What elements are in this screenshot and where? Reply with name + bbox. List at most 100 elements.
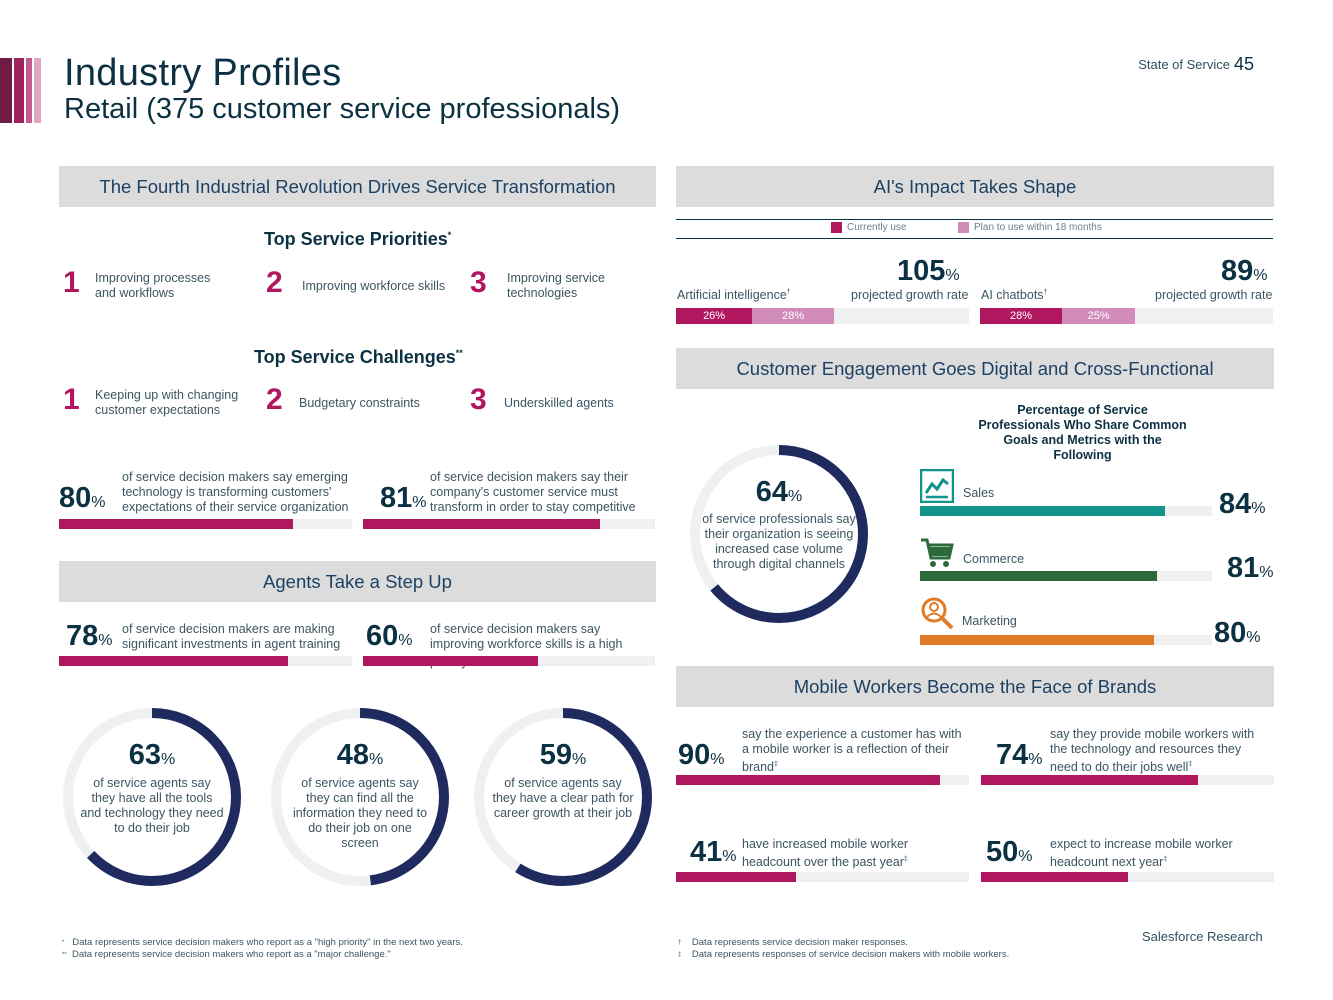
stripe-4	[34, 58, 41, 123]
ai-growth-number: 105%	[897, 255, 960, 287]
priority-text: Improving service technologies	[507, 271, 605, 300]
chart-title: Percentage of Service Professionals Who …	[978, 403, 1187, 462]
stat-bar-fill	[981, 775, 1198, 785]
footnote: * Data represents service decision maker…	[62, 937, 463, 948]
stat-bar	[363, 656, 655, 666]
donut-arc	[63, 708, 241, 886]
challenge-rank: 2	[266, 383, 283, 416]
stat-bar	[981, 775, 1274, 785]
stat-bar-fill	[59, 656, 288, 666]
stat-number: 74%	[996, 739, 1043, 771]
page-title: Industry Profiles	[64, 52, 342, 94]
donut-text: of service agents say they have a clear …	[492, 776, 634, 820]
stat-text: of service decision makers say improving…	[430, 622, 623, 669]
donut-ring	[63, 708, 241, 886]
ai-bar-current: 26%	[676, 308, 753, 324]
ai-growth-number: 89%	[1221, 255, 1268, 287]
donut-ring	[271, 708, 449, 886]
stat-bar	[676, 872, 969, 882]
stat-text: say they provide mobile workers with the…	[1050, 727, 1255, 775]
stat-number: 60%	[366, 620, 413, 652]
ai-label: Artificial intelligence†	[677, 288, 791, 302]
stripe-3	[26, 58, 32, 123]
stat-text: expect to increase mobile worker headcou…	[1050, 837, 1233, 870]
donut-arc	[271, 708, 449, 886]
donut-number: 63%	[128, 739, 176, 771]
ai-bar-plan: 28%	[752, 308, 835, 324]
section-title: Agents Take a Step Up	[263, 570, 452, 592]
bar-value: 81%	[1227, 552, 1274, 584]
challenges-title: Top Service Challenges**	[254, 347, 463, 367]
legend-plan: Plan to use within 18 months	[958, 222, 1102, 233]
bar-label: Commerce	[963, 552, 1025, 566]
stat-bar	[363, 519, 655, 529]
bar-value: 80%	[1214, 617, 1261, 649]
footnote: ‡ Data represents responses of service d…	[678, 949, 1010, 960]
page-number: 45	[1233, 54, 1254, 74]
donut-ring	[690, 445, 868, 623]
section-title: Mobile Workers Become the Face of Brands	[793, 675, 1157, 697]
challenge-text: Budgetary constraints	[299, 396, 420, 410]
priority-rank: 2	[266, 266, 283, 299]
donut-arc	[474, 708, 652, 886]
brand-footer: Salesforce Research	[1142, 929, 1263, 944]
stat-bar-fill	[676, 775, 940, 785]
donut-agents-tools: 63% of service agents say they have all …	[60, 705, 244, 889]
section-header-ai: AI's Impact Takes Shape	[676, 166, 1274, 207]
section-title: Customer Engagement Goes Digital and Cro…	[736, 357, 1214, 379]
stat-number: 80%	[59, 482, 106, 514]
legend-current: Currently use	[831, 222, 906, 233]
priority-text: Improving workforce skills	[302, 279, 446, 293]
legend-rule-top	[676, 219, 1273, 220]
stat-number: 50%	[986, 836, 1033, 868]
challenge-text: Keeping up with changing customer expect…	[95, 388, 239, 417]
legend-swatch	[831, 222, 842, 233]
challenge-rank: 3	[470, 383, 487, 416]
stat-bar-fill	[363, 656, 539, 666]
bar-fill	[920, 506, 1166, 516]
stat-text: of service decision makers say emerging …	[122, 470, 349, 514]
report-name: State of Service	[1138, 57, 1230, 72]
donut-number: 59%	[539, 739, 587, 771]
ai-bar-plan: 25%	[1062, 308, 1136, 324]
stat-bar-fill	[981, 872, 1128, 882]
priorities-title: Top Service Priorities*	[264, 229, 452, 249]
cart-icon	[920, 536, 954, 570]
section-header-fourth: The Fourth Industrial Revolution Drives …	[59, 166, 656, 207]
stat-number: 41%	[690, 836, 737, 868]
donut-engagement: 64% of service professionals say their o…	[687, 442, 871, 626]
donut-agents-info: 48% of service agents say they can find …	[268, 705, 452, 889]
donut-text: of service agents say they can find all …	[292, 776, 428, 850]
stat-number: 81%	[380, 482, 427, 514]
priority-text: Improving processes and workflows	[95, 271, 211, 300]
stat-number: 78%	[66, 620, 113, 652]
legend-swatch	[958, 222, 969, 233]
ai-growth-label: projected growth rate	[1155, 288, 1273, 302]
bar-label: Sales	[963, 486, 995, 500]
bar-label: Marketing	[962, 614, 1017, 628]
page-subtitle: Retail (375 customer service professiona…	[64, 93, 621, 125]
section-header-agents: Agents Take a Step Up	[59, 561, 656, 602]
bar-track	[920, 506, 1212, 516]
legend-rule-bottom	[676, 238, 1273, 239]
donut-text: of service professionals say their organ…	[702, 512, 856, 571]
donut-agents-career: 59% of service agents say they have a cl…	[471, 705, 655, 889]
donut-text: of service agents say they have all the …	[80, 776, 224, 835]
stat-bar	[59, 519, 352, 529]
stat-number: 90%	[678, 739, 725, 771]
challenge-text: Underskilled agents	[504, 396, 614, 410]
footnote: † Data represents service decision maker…	[678, 937, 908, 948]
donut-number: 48%	[336, 739, 384, 771]
donut-ring	[474, 708, 652, 886]
donut-number: 64%	[755, 476, 803, 508]
stat-text: say the experience a customer has with a…	[742, 727, 962, 775]
section-header-mobile: Mobile Workers Become the Face of Brands	[676, 666, 1274, 707]
stripe-1	[0, 58, 12, 123]
stat-bar	[676, 775, 969, 785]
stat-text: of service decision makers say their com…	[430, 470, 636, 514]
chart-icon	[919, 468, 955, 504]
magnifier-icon	[920, 596, 954, 630]
ai-label: AI chatbots†	[981, 288, 1048, 302]
bar-fill	[920, 635, 1154, 645]
section-title: AI's Impact Takes Shape	[873, 175, 1077, 197]
